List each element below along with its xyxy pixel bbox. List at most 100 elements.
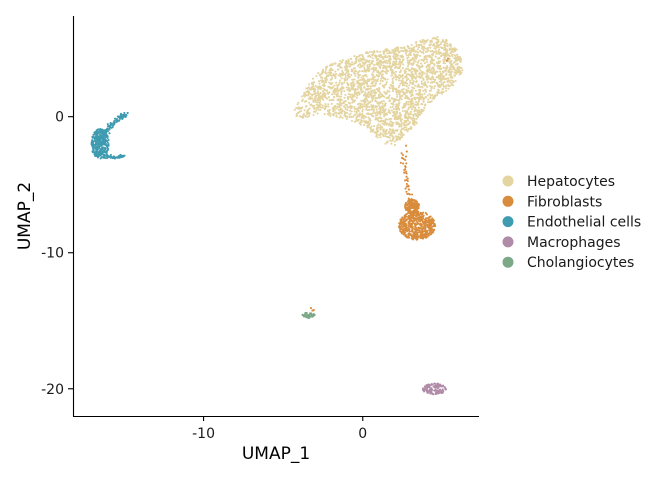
data-point — [300, 115, 303, 118]
data-point — [422, 83, 425, 86]
data-point — [313, 93, 316, 96]
data-point — [365, 82, 368, 85]
data-point — [417, 214, 420, 217]
data-point — [391, 69, 394, 72]
data-point — [328, 108, 331, 111]
data-point — [395, 60, 398, 63]
data-point — [372, 68, 375, 71]
data-point — [416, 234, 419, 237]
data-point — [427, 385, 430, 389]
data-point — [308, 83, 311, 86]
data-point — [357, 118, 360, 121]
data-point — [403, 171, 406, 174]
data-point — [373, 125, 376, 128]
data-point — [441, 53, 444, 56]
data-point — [446, 51, 449, 54]
data-point — [407, 108, 410, 111]
data-point — [397, 86, 400, 89]
data-point — [334, 62, 337, 65]
data-point — [318, 93, 321, 96]
data-point — [409, 99, 412, 102]
data-point — [391, 105, 394, 108]
data-point — [410, 204, 413, 207]
data-point — [330, 93, 334, 96]
data-point — [371, 81, 374, 84]
data-point — [399, 117, 402, 120]
data-point — [435, 76, 438, 79]
legend-key — [502, 175, 514, 187]
data-point — [345, 59, 348, 63]
data-point — [382, 130, 385, 133]
data-point — [417, 83, 420, 86]
data-point — [323, 81, 326, 84]
data-point — [461, 69, 464, 72]
data-point — [105, 139, 108, 142]
data-point — [413, 199, 417, 202]
data-point — [114, 156, 117, 159]
data-point — [337, 108, 340, 111]
legend-label: Endothelial cells — [527, 215, 641, 231]
data-point — [396, 47, 400, 50]
data-point — [460, 67, 463, 70]
data-point — [403, 76, 407, 79]
data-point — [355, 96, 358, 99]
data-point — [361, 55, 364, 58]
data-point — [429, 50, 432, 53]
data-point — [420, 112, 423, 115]
data-point — [345, 103, 349, 106]
data-point — [414, 97, 417, 100]
data-point — [338, 112, 341, 115]
data-point — [438, 80, 441, 83]
data-point — [421, 93, 424, 96]
data-point — [99, 157, 102, 160]
data-point — [361, 119, 364, 123]
data-point — [403, 227, 406, 231]
data-point — [349, 102, 352, 105]
data-point — [335, 111, 338, 114]
data-point — [405, 54, 408, 57]
data-point — [316, 112, 319, 115]
data-point — [341, 61, 344, 64]
data-point — [426, 85, 429, 89]
legend-label: Fibroblasts — [527, 194, 602, 210]
data-point — [437, 48, 441, 51]
data-point — [414, 70, 417, 73]
data-point — [401, 153, 404, 157]
data-point — [453, 71, 456, 74]
data-point — [417, 106, 420, 109]
data-point — [312, 81, 315, 85]
data-point — [394, 129, 397, 132]
data-point — [333, 92, 336, 95]
data-point — [408, 188, 411, 191]
data-point — [379, 128, 382, 131]
data-point — [315, 103, 318, 106]
data-point — [357, 76, 360, 79]
data-point — [428, 84, 432, 88]
data-point — [330, 87, 333, 90]
data-point — [402, 88, 405, 91]
data-point — [399, 136, 402, 139]
data-point — [375, 63, 378, 66]
data-point — [405, 162, 408, 165]
data-point — [101, 146, 104, 149]
data-point — [444, 387, 447, 390]
data-point — [425, 39, 428, 42]
data-point — [415, 220, 419, 223]
data-point — [315, 109, 318, 112]
data-point — [344, 93, 347, 96]
data-point — [400, 132, 404, 135]
data-point — [374, 84, 377, 87]
data-point — [457, 71, 460, 74]
data-point — [403, 168, 406, 172]
data-point — [406, 185, 409, 188]
data-point — [323, 91, 326, 94]
data-point — [307, 316, 310, 319]
data-point — [334, 90, 337, 94]
data-point — [424, 88, 427, 91]
data-point — [378, 86, 381, 90]
data-point — [370, 125, 373, 128]
data-point — [405, 73, 408, 76]
data-point — [439, 84, 442, 87]
data-point — [396, 108, 399, 111]
data-point — [352, 88, 355, 91]
